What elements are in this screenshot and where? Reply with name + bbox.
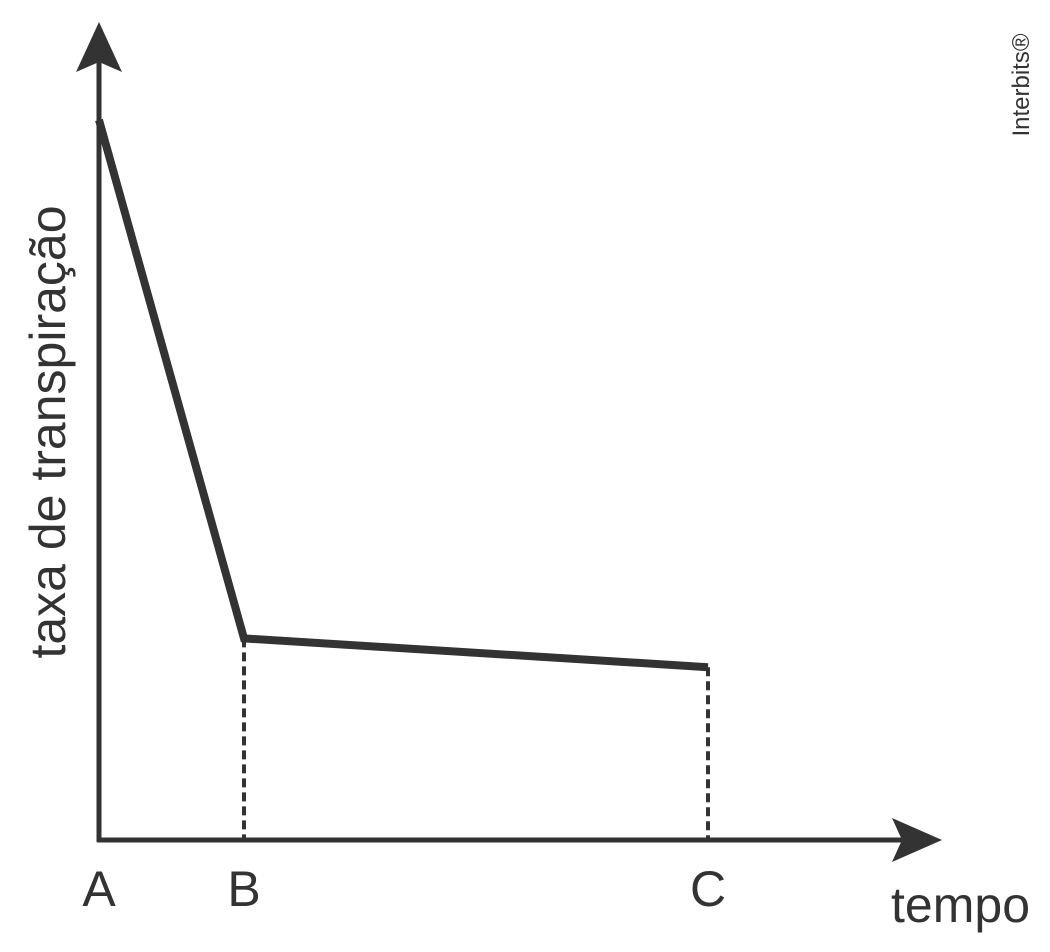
watermark-text: Interbits®: [1008, 33, 1035, 136]
series-line-0: [95, 118, 709, 672]
x-axis-arrow-icon: [892, 818, 942, 862]
axes: [76, 22, 942, 862]
y-axis-label: taxa de transpiração: [20, 205, 76, 658]
x-tick-label-c: C: [690, 861, 726, 917]
x-axis-label: tempo: [891, 877, 1030, 933]
x-tick-labels: A B C: [82, 861, 726, 917]
x-tick-label-a: A: [82, 861, 116, 917]
y-axis-arrow-icon: [76, 22, 122, 72]
guide-lines: [242, 638, 710, 840]
series-group: [95, 118, 709, 672]
x-tick-label-b: B: [227, 861, 260, 917]
